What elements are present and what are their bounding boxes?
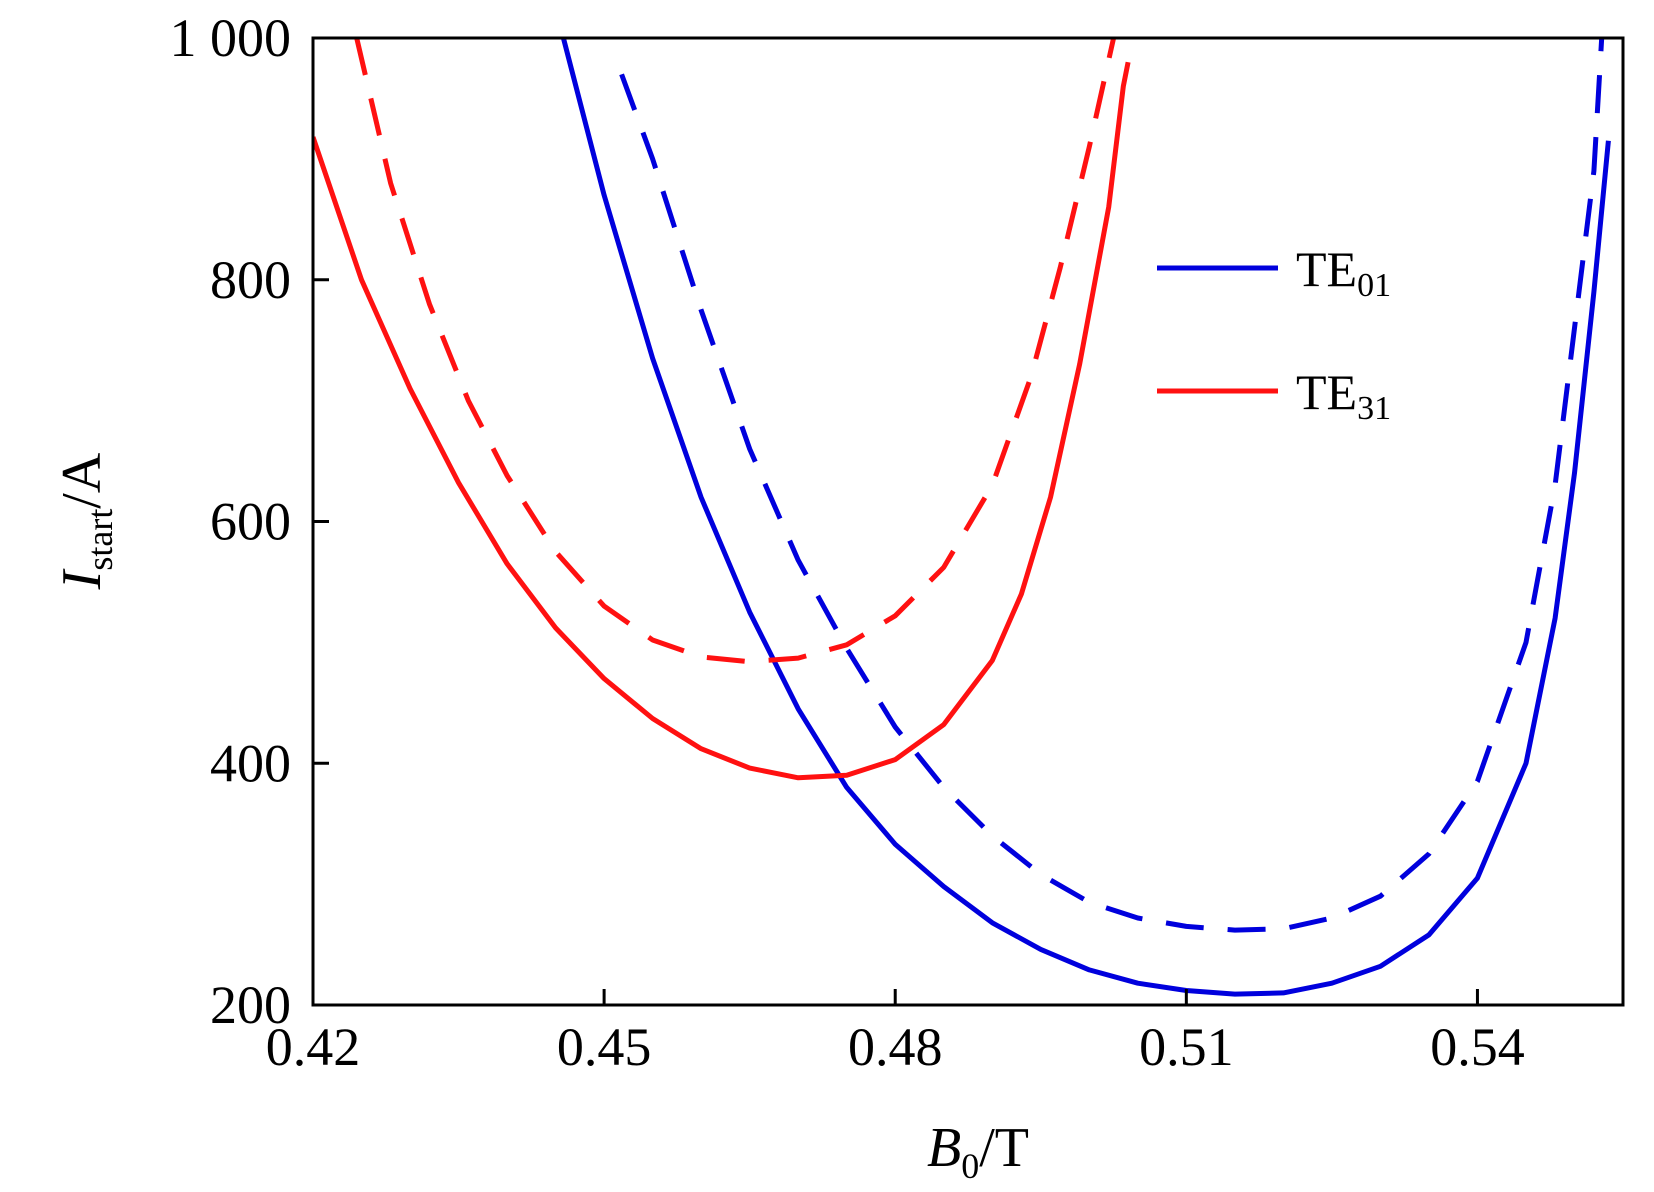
y-tick-label: 200 — [210, 975, 291, 1035]
y-tick-label: 800 — [210, 250, 291, 310]
x-tick-label: 0.51 — [1139, 1017, 1234, 1077]
x-axis-title: B0/T — [927, 1117, 1029, 1186]
x-tick-label: 0.42 — [266, 1017, 361, 1077]
y-tick-label: 400 — [210, 733, 291, 793]
legend-label-te01: TE01 — [1296, 241, 1391, 304]
legend: TE01 TE31 — [1157, 241, 1391, 427]
series-layer — [313, 38, 1611, 997]
y-tick-label: 600 — [210, 492, 291, 552]
tick-labels: 0.42 0.45 0.48 0.51 0.54 200 400 600 800 1 000 — [170, 8, 1525, 1077]
x-tick-label: 0.54 — [1430, 1017, 1525, 1077]
axis-ticks — [311, 36, 1479, 1007]
series-te01-solid — [560, 38, 1611, 997]
legend-entry-te31: TE31 — [1157, 364, 1391, 427]
y-tick-label: 1 000 — [170, 8, 292, 68]
x-tick-label: 0.48 — [848, 1017, 943, 1077]
series-te01-dashed — [619, 38, 1605, 933]
x-tick-label: 0.45 — [557, 1017, 652, 1077]
series-te31-dashed — [354, 38, 1117, 665]
legend-entry-te01: TE01 — [1157, 241, 1391, 304]
series-te31-solid — [313, 61, 1131, 781]
y-axis-title: Istart/A — [51, 452, 120, 590]
legend-label-te31: TE31 — [1296, 364, 1391, 427]
